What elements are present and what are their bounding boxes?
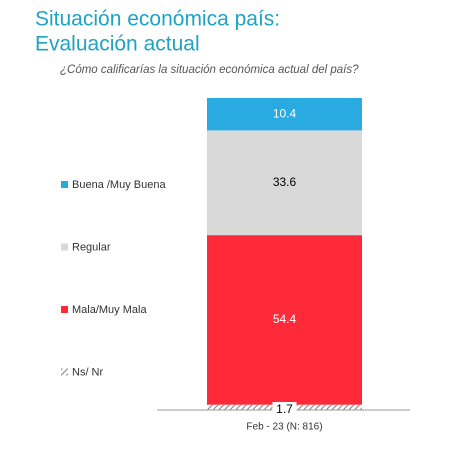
chart-title: Situación económica país: <box>35 8 280 31</box>
x-tick-label: Feb - 23 (N: 816) <box>246 422 322 433</box>
chart-subtitle: ¿Cómo calificarías la situación económic… <box>60 64 359 76</box>
legend-label: Buena /Muy Buena <box>72 179 166 191</box>
label-box <box>272 402 297 417</box>
legend-label: Regular <box>72 241 111 253</box>
legend-swatch <box>61 368 68 376</box>
value-label: 54.4 <box>273 312 297 326</box>
bar-segment <box>207 98 362 131</box>
legend-swatch <box>61 306 68 313</box>
value-label: 10.4 <box>273 106 297 120</box>
legend-swatch <box>61 243 68 251</box>
value-label: 33.6 <box>273 175 297 189</box>
bar-segment <box>207 130 362 236</box>
chart-title: Evaluación actual <box>35 33 200 56</box>
legend-label: Mala/Muy Mala <box>72 304 147 316</box>
value-label: 1.7 <box>276 402 293 416</box>
legend-label: Ns/ Nr <box>72 366 104 378</box>
legend-swatch <box>61 181 68 188</box>
bar-segment <box>207 235 362 405</box>
